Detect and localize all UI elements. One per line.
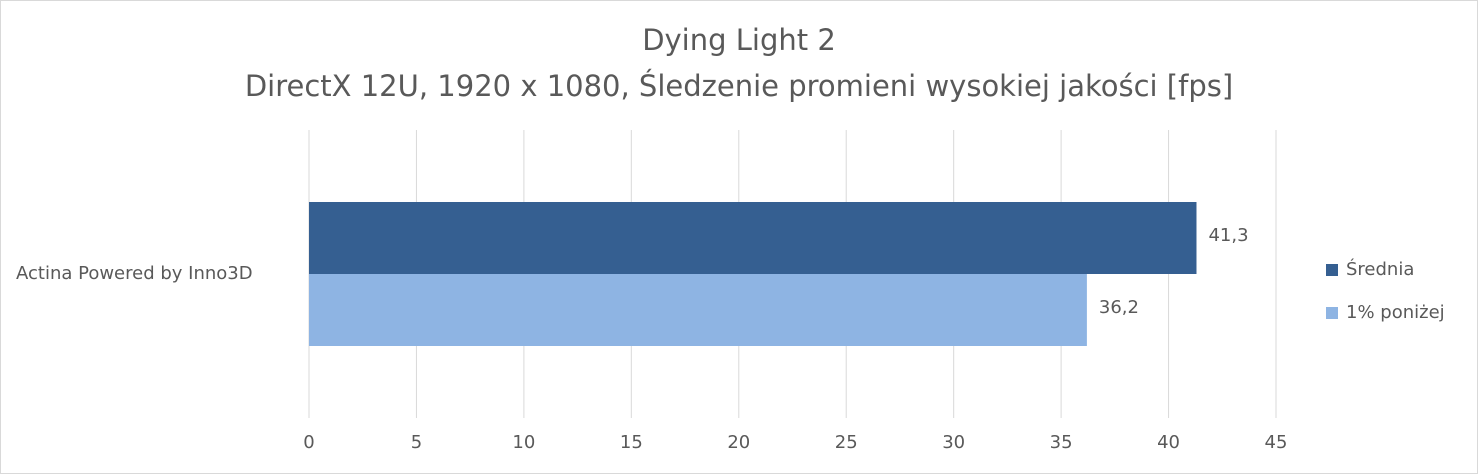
x-tick-label: 30 bbox=[942, 432, 965, 453]
x-tick-label: 20 bbox=[727, 432, 750, 453]
legend-swatch bbox=[1326, 264, 1338, 276]
legend-label: Średnia bbox=[1346, 258, 1414, 280]
x-tick-label: 5 bbox=[411, 432, 422, 453]
legend-label: 1% poniżej bbox=[1346, 302, 1445, 323]
value-label: 41,3 bbox=[1208, 225, 1248, 246]
y-tick-label: Actina Powered by Inno3D bbox=[16, 263, 253, 284]
value-label: 36,2 bbox=[1099, 297, 1139, 318]
x-tick-label: 25 bbox=[835, 432, 858, 453]
x-tick-label: 0 bbox=[303, 432, 314, 453]
legend-swatch bbox=[1326, 307, 1338, 319]
x-tick-label: 45 bbox=[1265, 432, 1288, 453]
x-tick-label: 40 bbox=[1157, 432, 1180, 453]
bar bbox=[309, 202, 1197, 274]
x-tick-label: 10 bbox=[512, 432, 535, 453]
chart-title: Dying Light 2 bbox=[642, 23, 836, 57]
x-tick-label: 35 bbox=[1050, 432, 1073, 453]
bar bbox=[309, 274, 1087, 346]
chart-subtitle: DirectX 12U, 1920 x 1080, Śledzenie prom… bbox=[245, 69, 1233, 103]
x-tick-label: 15 bbox=[620, 432, 643, 453]
